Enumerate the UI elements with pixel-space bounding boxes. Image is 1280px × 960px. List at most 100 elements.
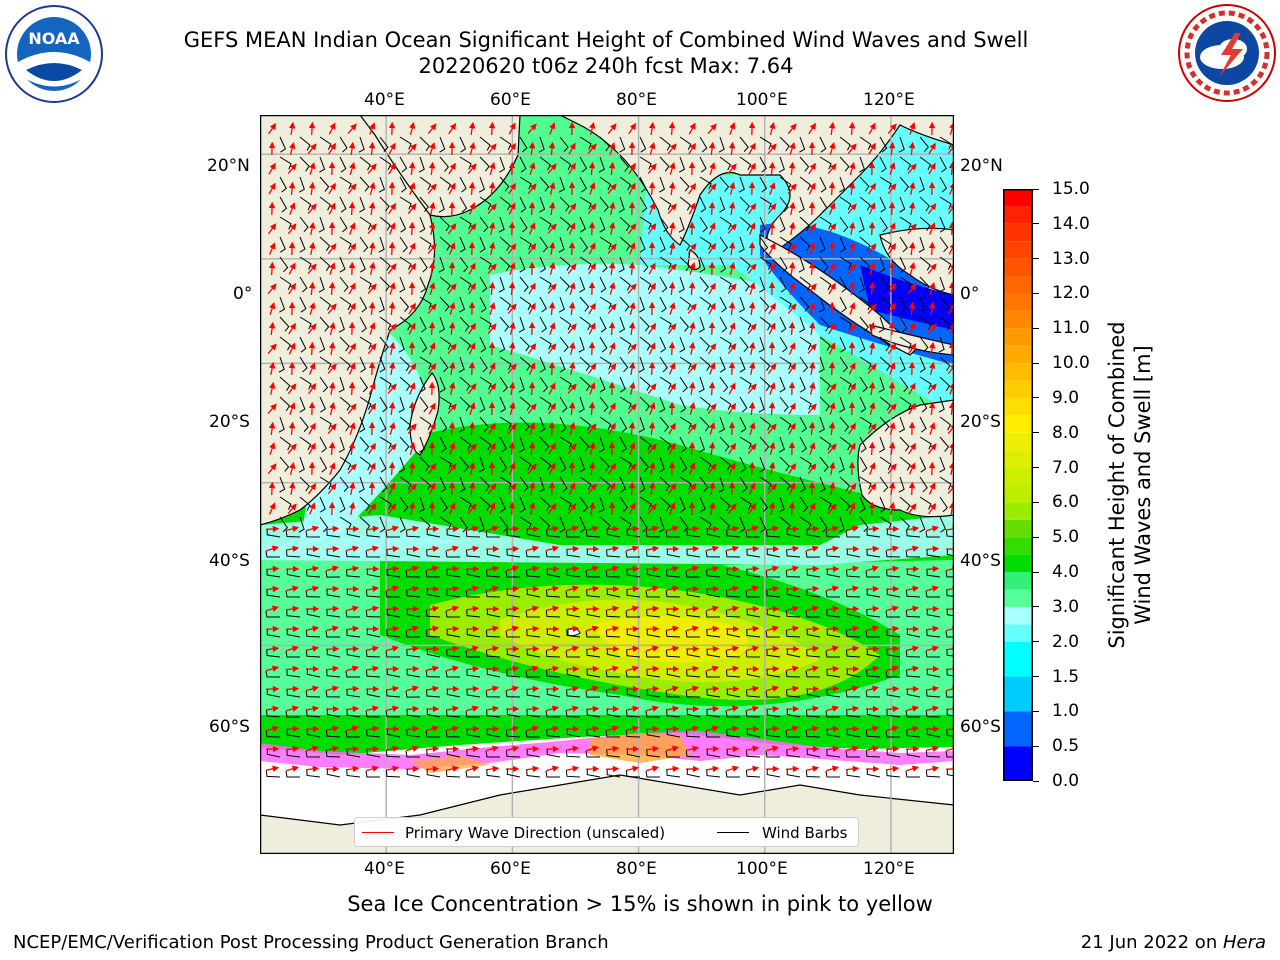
wind-barb [845, 650, 861, 658]
wind-barb [325, 730, 341, 738]
wind-barb [419, 256, 428, 273]
wind-barb [738, 176, 745, 193]
wind-barb [939, 496, 948, 513]
wind-barb [586, 729, 601, 738]
wind-barb [746, 728, 761, 738]
wind-barb [485, 630, 501, 638]
wind-barb [726, 529, 741, 538]
wind-barb [559, 476, 568, 493]
wind-barb [366, 529, 381, 538]
wind-barb [585, 691, 601, 698]
wind-barb [485, 530, 501, 538]
wind-barb [299, 356, 308, 373]
wind-barb [346, 528, 361, 538]
wind-barb [906, 748, 921, 758]
wind-barb [865, 630, 881, 638]
wind-barb [546, 688, 561, 698]
wind-barb [319, 496, 326, 513]
wind-barb [846, 709, 861, 718]
wind-barb [899, 316, 908, 333]
wave-arrow [828, 181, 836, 196]
colorbar-swatch [1003, 432, 1033, 451]
wind-barb [866, 609, 881, 618]
wave-arrow [488, 341, 496, 356]
wind-barb [925, 531, 941, 538]
wind-barb [298, 456, 305, 473]
wind-barb [365, 770, 381, 778]
wind-barb [799, 496, 809, 513]
wave-arrow [568, 461, 576, 476]
wind-barb [686, 548, 701, 558]
wind-barb [559, 416, 567, 433]
wind-barb [299, 156, 310, 172]
wind-barb [919, 196, 930, 212]
wind-barb [745, 710, 761, 718]
wind-barb [519, 256, 526, 273]
wind-barb [838, 516, 845, 533]
wind-barb [526, 748, 541, 758]
wind-barb [619, 376, 626, 393]
wind-barb [539, 496, 551, 512]
wind-barb [359, 176, 370, 192]
wind-barb [739, 356, 746, 373]
wind-barb [425, 670, 441, 678]
wave-arrow [289, 141, 296, 155]
wind-barb [639, 456, 649, 472]
wind-barb [499, 436, 507, 453]
wind-barb [759, 216, 766, 233]
footer-host: Hera [1222, 932, 1266, 953]
wind-barb [379, 136, 389, 153]
wind-barb [278, 356, 285, 373]
wind-barb [926, 569, 941, 578]
wind-barb [946, 729, 954, 737]
wind-barb [426, 588, 441, 598]
wind-barb [859, 456, 868, 473]
wind-barb [299, 416, 309, 432]
wind-barb [266, 688, 281, 698]
wind-barb [818, 416, 825, 433]
wind-barb [619, 436, 627, 453]
wind-barb [566, 668, 581, 678]
wind-barb [298, 516, 305, 533]
wave-arrow [425, 765, 440, 773]
wind-barb [806, 568, 821, 578]
wind-barb [399, 296, 410, 312]
wind-barb [619, 416, 628, 433]
wind-barb [599, 396, 609, 413]
wind-barb [478, 456, 485, 473]
wave-arrow [685, 545, 700, 553]
wind-barb [545, 590, 561, 598]
wind-barb [738, 296, 745, 313]
colorbar-swatch [1003, 397, 1033, 416]
wind-barb [479, 476, 490, 492]
wind-barb [426, 749, 441, 758]
wind-barb [706, 648, 721, 658]
wind-barb [845, 690, 861, 698]
wave-arrow [648, 121, 656, 136]
wind-barb [286, 669, 301, 678]
wind-barb [265, 709, 281, 718]
wind-barb [826, 669, 841, 678]
wind-barb [359, 316, 367, 333]
wind-barb [358, 136, 365, 153]
colorbar-tick-label: 7.0 [1052, 457, 1080, 478]
wave-arrow [568, 241, 576, 256]
wave-arrow [868, 221, 876, 236]
wave-arrow [808, 122, 817, 135]
wave-arrow [708, 381, 716, 396]
wind-barb [325, 750, 341, 758]
wind-barb [626, 528, 641, 538]
lat-label-right-20s: 20°S [960, 412, 1001, 432]
wind-barb [645, 549, 661, 558]
wind-barb [658, 516, 665, 533]
wind-barb [266, 748, 281, 758]
wind-barb [399, 176, 407, 193]
wind-barb [318, 276, 325, 293]
wind-barb [285, 770, 301, 778]
wind-barb [939, 296, 950, 312]
wind-barb [559, 396, 568, 413]
map-legend: Primary Wave Direction (unscaled) Wind B… [354, 817, 859, 847]
wind-barb [286, 728, 301, 738]
wind-barb [698, 376, 705, 393]
wind-barb [365, 590, 381, 598]
